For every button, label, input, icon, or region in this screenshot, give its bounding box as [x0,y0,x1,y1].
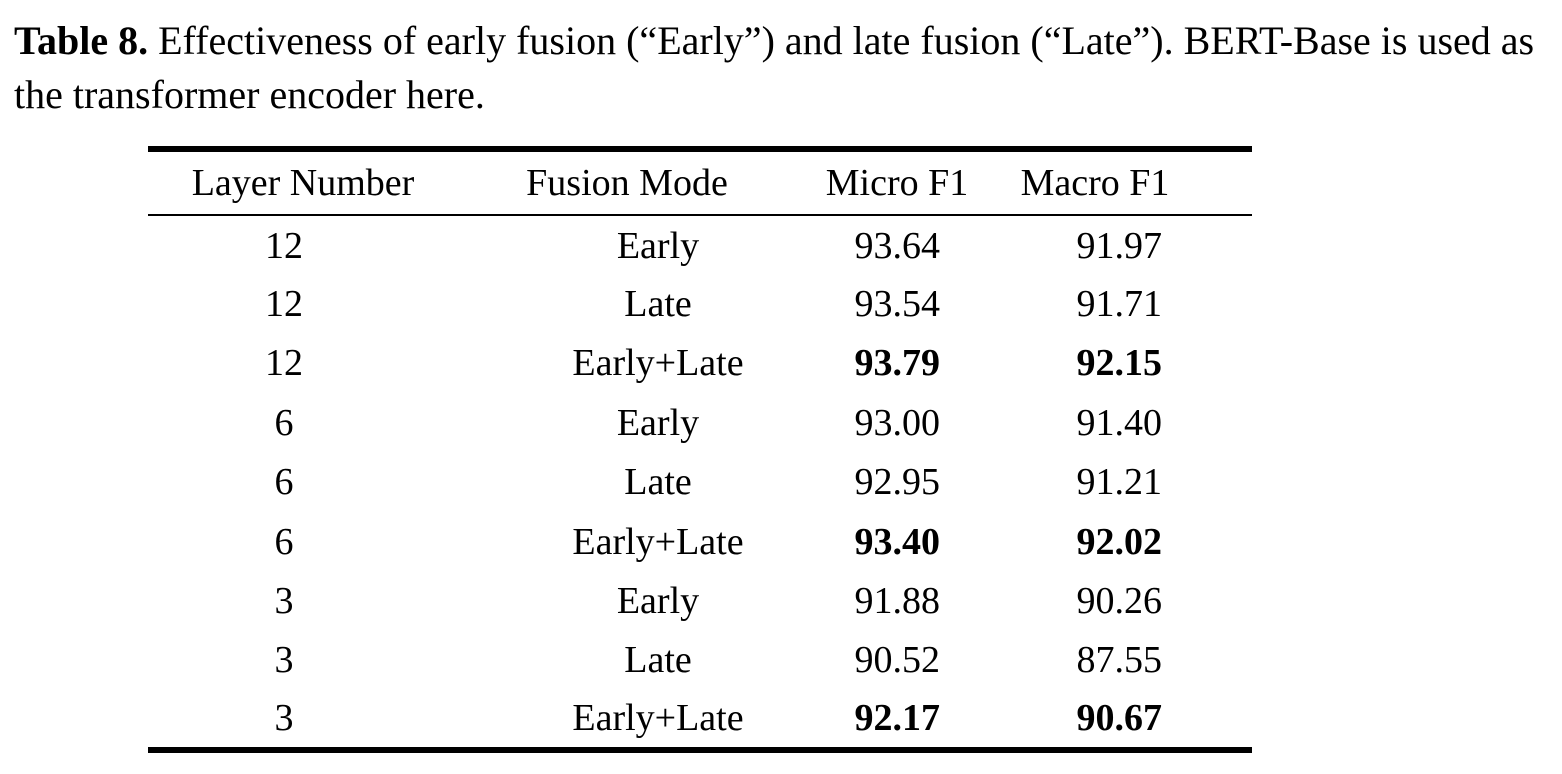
micro-f1-cell: 93.40 [854,520,941,563]
results-table-container: Layer Number Fusion Mode Micro F1 Macro … [148,146,1252,753]
fusion-mode-cell: Early [616,225,700,268]
table-row: 12 Early 93.64 91.97 [148,215,1252,274]
table-row: 6 Early+Late 93.40 92.02 [148,512,1252,571]
macro-f1-cell: 91.71 [1076,283,1163,326]
layer-number-cell: 6 [148,453,488,512]
table-caption-label: Table 8. [14,18,149,63]
macro-f1-cell: 92.02 [1076,520,1163,563]
table-row: 3 Late 90.52 87.55 [148,631,1252,690]
column-header-micro-f1: Micro F1 [778,146,988,216]
fusion-mode-cell: Late [624,639,692,682]
micro-f1-cell: 92.17 [778,690,988,753]
table-body: 12 Early 93.64 91.97 12 Late 93.54 91.71 12 Early… [148,215,1252,753]
layer-number-cell: 6 [148,512,488,571]
layer-number-value: 12 [265,342,303,385]
micro-f1-cell: 91.88 [854,580,941,623]
fusion-mode-cell: Late [624,283,692,326]
column-header-macro-f1: Macro F1 [988,146,1252,216]
layer-number-value: 3 [274,580,294,623]
fusion-mode-cell: Early+Late [488,690,778,753]
column-header-layer-number: Layer Number [148,146,488,216]
table-row: 3 Early+Late 92.17 90.67 [148,690,1252,753]
macro-f1-cell: 91.21 [1076,461,1163,504]
macro-f1-cell: 87.55 [1076,639,1163,682]
table-caption-text: Effectiveness of early fusion (“Early”) … [14,18,1535,117]
table-row: 6 Early 93.00 91.40 [148,393,1252,452]
micro-f1-cell: 93.64 [854,225,941,268]
fusion-mode-cell: Early+Late [572,342,744,385]
layer-number-value: 6 [274,401,294,444]
layer-number-cell: 3 [148,571,488,630]
table-caption: Table 8. Effectiveness of early fusion (… [14,14,1554,122]
micro-f1-cell: 90.52 [854,639,941,682]
micro-f1-cell: 92.95 [854,461,941,504]
layer-number-cell: 3 [148,631,488,690]
macro-f1-cell: 90.26 [1076,580,1163,623]
layer-number-cell: 6 [148,393,488,452]
micro-f1-cell: 93.00 [854,401,941,444]
micro-f1-cell: 93.79 [854,342,941,385]
layer-number-value: 6 [274,461,294,504]
layer-number-value: 3 [274,639,294,682]
layer-number-value: 12 [265,225,303,268]
table-row: 12 Late 93.54 91.71 [148,274,1252,333]
fusion-mode-cell: Early [616,401,700,444]
layer-number-cell: 3 [148,690,488,753]
results-table: Layer Number Fusion Mode Micro F1 Macro … [148,146,1252,753]
layer-number-cell: 12 [148,274,488,333]
fusion-mode-cell: Early [616,580,700,623]
layer-number-value: 12 [265,283,303,326]
fusion-mode-cell: Late [624,461,692,504]
table-row: 6 Late 92.95 91.21 [148,453,1252,512]
fusion-mode-cell: Early+Late [572,520,744,563]
table-header-row: Layer Number Fusion Mode Micro F1 Macro … [148,146,1252,216]
layer-number-cell: 12 [148,215,488,274]
layer-number-value: 3 [274,697,294,740]
macro-f1-cell: 91.40 [1076,401,1163,444]
macro-f1-cell: 90.67 [988,690,1252,753]
column-header-fusion-mode: Fusion Mode [488,146,778,216]
table-row: 12 Early+Late 93.79 92.15 [148,334,1252,393]
macro-f1-cell: 91.97 [1076,225,1163,268]
layer-number-cell: 12 [148,334,488,393]
table-row: 3 Early 91.88 90.26 [148,571,1252,630]
micro-f1-cell: 93.54 [854,283,941,326]
macro-f1-cell: 92.15 [1076,342,1163,385]
layer-number-value: 6 [274,520,294,563]
